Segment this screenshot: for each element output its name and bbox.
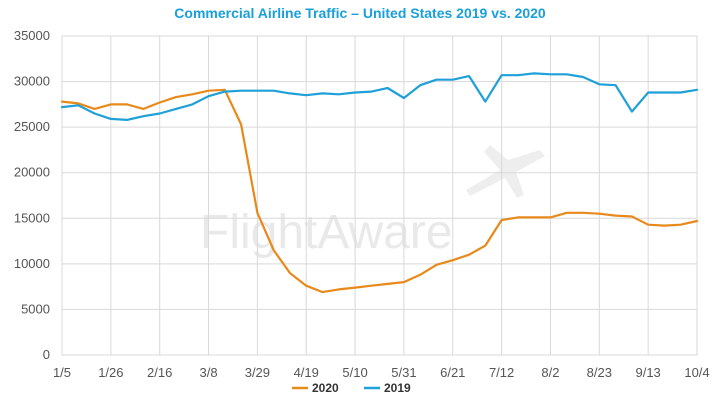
y-tick-label: 5000 <box>21 301 50 316</box>
series-line-2020 <box>60 88 699 294</box>
flightaware-watermark: FlightAware <box>200 145 545 259</box>
x-tick-label: 7/12 <box>489 365 514 380</box>
x-tick-label: 9/13 <box>635 365 660 380</box>
x-tick-label: 2/16 <box>147 365 172 380</box>
x-tick-label: 5/10 <box>342 365 367 380</box>
legend: 2020 2019 <box>292 381 411 395</box>
grid-lines <box>61 35 698 356</box>
chart-title: Commercial Airline Traffic – United Stat… <box>174 5 546 21</box>
y-tick-label: 20000 <box>14 165 50 180</box>
x-tick-label: 1/26 <box>98 365 123 380</box>
legend-label-2019: 2019 <box>384 381 411 395</box>
x-tick-label: 6/21 <box>440 365 465 380</box>
airplane-watermark-icon <box>466 145 545 198</box>
x-tick-label: 5/31 <box>391 365 416 380</box>
x-tick-label: 4/19 <box>294 365 319 380</box>
y-tick-label: 30000 <box>14 74 50 89</box>
legend-label-2020: 2020 <box>312 381 339 395</box>
watermark-text: FlightAware <box>200 206 453 259</box>
x-axis: 1/5 1/26 2/16 3/8 3/29 4/19 5/10 5/31 6/21 7/12 8/… <box>53 365 710 380</box>
y-tick-label: 0 <box>43 347 50 362</box>
x-tick-label: 10/4 <box>684 365 709 380</box>
x-tick-label: 8/2 <box>541 365 559 380</box>
series-line-2019 <box>60 72 699 122</box>
x-tick-label: 3/8 <box>199 365 217 380</box>
x-tick-label: 8/23 <box>587 365 612 380</box>
y-tick-label: 10000 <box>14 256 50 271</box>
y-axis: 0 5000 10000 15000 20000 25000 30000 35000 <box>14 28 50 362</box>
series-layer <box>60 72 699 294</box>
x-tick-label: 3/29 <box>245 365 270 380</box>
y-tick-label: 15000 <box>14 210 50 225</box>
y-tick-label: 35000 <box>14 28 50 43</box>
x-tick-label: 1/5 <box>53 365 71 380</box>
y-tick-label: 25000 <box>14 119 50 134</box>
